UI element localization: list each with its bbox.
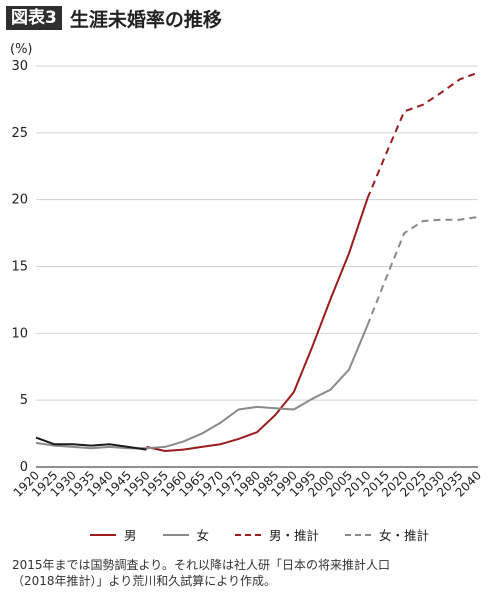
- legend-item-female: 女: [162, 525, 210, 544]
- legend-swatch-male: [90, 533, 116, 536]
- legend-swatch-male-projection: [235, 533, 262, 536]
- y-tick-label: 20: [11, 193, 28, 208]
- series-male-projection: [366, 71, 479, 199]
- series-female-projection: [366, 216, 479, 326]
- series-male: [146, 197, 369, 452]
- y-tick-label: 0: [20, 460, 28, 475]
- legend-item-male-projection: 男・推計: [235, 525, 319, 544]
- source-footnote: 2015年までは国勢調査より。それ以降は社人研「日本の将来推計人口 （2018年…: [12, 557, 492, 589]
- series-female: [35, 324, 369, 450]
- y-tick-label: 30: [11, 59, 28, 74]
- series-early: [35, 436, 147, 451]
- legend-label-male-projection: 男・推計: [269, 528, 320, 543]
- legend-item-female-projection: 女・推計: [345, 525, 429, 544]
- line-chart: 0 5 10 15 20 25 30 (%) 19201925193019351940194…: [10, 42, 484, 500]
- legend-label-female-projection: 女・推計: [379, 528, 430, 543]
- legend-item-male: 男: [90, 525, 137, 544]
- footnote-line-1: 2015年までは国勢調査より。それ以降は社人研「日本の将来推計人口: [12, 558, 391, 572]
- grid-lines: [36, 65, 478, 401]
- series-lines: [35, 71, 479, 452]
- y-tick-label: 5: [20, 393, 28, 408]
- legend: 男 女 男・推計 女・推計: [90, 525, 455, 544]
- legend-label-female: 女: [196, 528, 210, 543]
- chart-title: 生涯未婚率の推移: [69, 8, 222, 31]
- legend-swatch-female: [162, 533, 189, 536]
- y-tick-label: 10: [11, 326, 28, 341]
- y-axis-unit-label: (%): [10, 42, 33, 57]
- y-tick-label: 15: [11, 260, 28, 275]
- figure-header: 図表3 生涯未婚率の推移: [6, 5, 222, 31]
- x-axis: 1920192519301935194019451950195519601965…: [11, 466, 484, 500]
- y-axis-ticks: 0 5 10 15 20 25 30: [11, 59, 28, 475]
- figure-badge: 図表3: [6, 6, 62, 30]
- legend-swatch-female-projection: [345, 533, 372, 536]
- legend-label-male: 男: [124, 528, 137, 543]
- footnote-line-2: （2018年推計）」より荒川和久試算により作成。: [12, 574, 277, 588]
- y-tick-label: 25: [11, 126, 28, 141]
